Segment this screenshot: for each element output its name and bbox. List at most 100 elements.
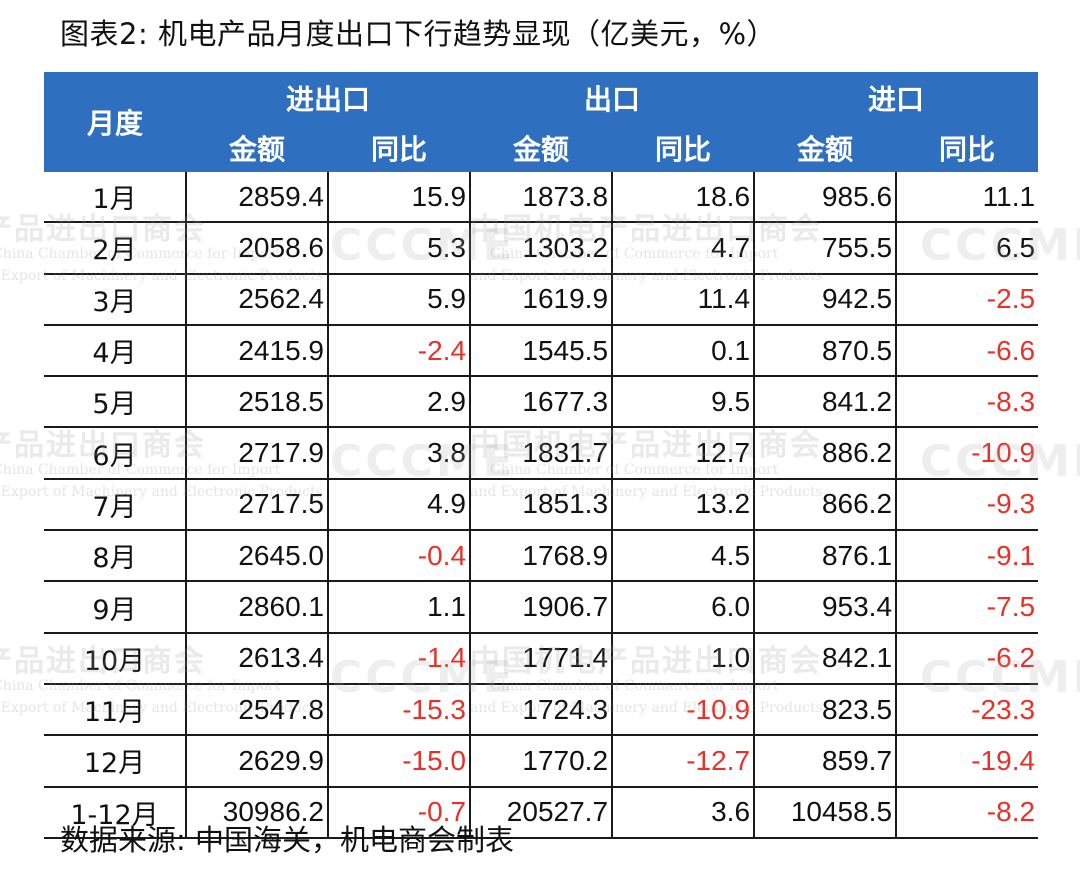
sub-header-import-yoy: 同比 xyxy=(896,124,1039,172)
month-cell: 7月 xyxy=(44,478,187,532)
amount-cell: 859.7 xyxy=(754,735,898,788)
amount-cell: 755.5 xyxy=(754,222,898,275)
table-row: 11月 2547.8 -15.3 1724.3 -10.9 823.5 -23.3 xyxy=(44,683,1039,737)
amount-cell: 1545.5 xyxy=(470,324,614,378)
amount-cell: 1851.3 xyxy=(470,478,614,532)
group-header-export: 出口 xyxy=(470,72,755,124)
month-cell: 1-12月 xyxy=(44,786,187,839)
table-row: 12月 2629.9 -15.0 1770.2 -12.7 859.7 -19.4 xyxy=(44,735,1039,788)
month-cell: 12月 xyxy=(44,735,187,788)
yoy-cell: 18.6 xyxy=(612,172,756,224)
amount-cell: 942.5 xyxy=(754,273,898,326)
group-header-total: 进出口 xyxy=(186,72,471,124)
table-row: 10月 2613.4 -1.4 1771.4 1.0 842.1 -6.2 xyxy=(44,632,1039,685)
yoy-cell: 15.9 xyxy=(328,172,472,224)
month-cell: 5月 xyxy=(44,376,187,429)
group-header-import: 进口 xyxy=(754,72,1039,124)
amount-cell: 842.1 xyxy=(754,632,898,685)
yoy-cell: -10.9 xyxy=(612,683,756,737)
amount-cell: 2562.4 xyxy=(186,273,329,326)
yoy-cell: 0.1 xyxy=(612,324,756,378)
amount-cell: 1770.2 xyxy=(470,735,614,788)
yoy-cell: -9.3 xyxy=(896,478,1039,532)
yoy-cell: -6.2 xyxy=(896,632,1039,685)
yoy-cell: 3.6 xyxy=(612,786,756,839)
yoy-cell: -23.3 xyxy=(896,683,1039,737)
yoy-cell: -15.3 xyxy=(328,683,472,737)
yoy-cell: -1.4 xyxy=(328,632,472,685)
table-row: 7月 2717.5 4.9 1851.3 13.2 866.2 -9.3 xyxy=(44,478,1039,532)
yoy-cell: -2.5 xyxy=(896,273,1039,326)
table-row: 9月 2860.1 1.1 1906.7 6.0 953.4 -7.5 xyxy=(44,581,1039,634)
yoy-cell: 2.9 xyxy=(328,376,472,429)
amount-cell: 886.2 xyxy=(754,427,898,480)
amount-cell: 1677.3 xyxy=(470,376,614,429)
amount-cell: 1771.4 xyxy=(470,632,614,685)
amount-cell: 10458.5 xyxy=(754,786,898,839)
amount-cell: 20527.7 xyxy=(470,786,614,839)
table-header: 月度 进出口 出口 进口 金额 同比 金额 同比 金额 同比 xyxy=(44,72,1039,172)
table-row: 1月 2859.4 15.9 1873.8 18.6 985.6 11.1 xyxy=(44,172,1039,224)
amount-cell: 2518.5 xyxy=(186,376,329,429)
amount-cell: 2613.4 xyxy=(186,632,329,685)
yoy-cell: 13.2 xyxy=(612,478,756,532)
yoy-cell: -10.9 xyxy=(896,427,1039,480)
yoy-cell: 4.7 xyxy=(612,222,756,275)
amount-cell: 1831.7 xyxy=(470,427,614,480)
table-row: 4月 2415.9 -2.4 1545.5 0.1 870.5 -6.6 xyxy=(44,324,1039,378)
yoy-cell: 5.9 xyxy=(328,273,472,326)
amount-cell: 2415.9 xyxy=(186,324,329,378)
sub-header-export-yoy: 同比 xyxy=(612,124,755,172)
amount-cell: 1303.2 xyxy=(470,222,614,275)
amount-cell: 2860.1 xyxy=(186,581,329,634)
source-note: 数据来源: 中国海关，机电商会制表 xyxy=(60,823,514,857)
yoy-cell: -12.7 xyxy=(612,735,756,788)
amount-cell: 870.5 xyxy=(754,324,898,378)
amount-cell: 866.2 xyxy=(754,478,898,532)
yoy-cell: 4.5 xyxy=(612,530,756,583)
page-title: 图表2: 机电产品月度出口下行趋势显现（亿美元，%） xyxy=(60,17,776,51)
amount-cell: 2717.9 xyxy=(186,427,329,480)
month-cell: 9月 xyxy=(44,581,187,634)
amount-cell: 823.5 xyxy=(754,683,898,737)
yoy-cell: -6.6 xyxy=(896,324,1039,378)
amount-cell: 2717.5 xyxy=(186,478,329,532)
month-cell: 11月 xyxy=(44,683,187,737)
yoy-cell: -2.4 xyxy=(328,324,472,378)
amount-cell: 2629.9 xyxy=(186,735,329,788)
yoy-cell: -7.5 xyxy=(896,581,1039,634)
yoy-cell: -8.3 xyxy=(896,376,1039,429)
yoy-cell: 5.3 xyxy=(328,222,472,275)
yoy-cell: 11.4 xyxy=(612,273,756,326)
table-row: 5月 2518.5 2.9 1677.3 9.5 841.2 -8.3 xyxy=(44,376,1039,429)
amount-cell: 985.6 xyxy=(754,172,898,224)
yoy-cell: 1.0 xyxy=(612,632,756,685)
amount-cell: 2645.0 xyxy=(186,530,329,583)
month-cell: 10月 xyxy=(44,632,187,685)
yoy-cell: 6.0 xyxy=(612,581,756,634)
amount-cell: 2859.4 xyxy=(186,172,329,224)
amount-cell: 1768.9 xyxy=(470,530,614,583)
amount-cell: 1873.8 xyxy=(470,172,614,224)
amount-cell: 841.2 xyxy=(754,376,898,429)
amount-cell: 30986.2 xyxy=(186,786,329,839)
yoy-cell: -19.4 xyxy=(896,735,1039,788)
amount-cell: 876.1 xyxy=(754,530,898,583)
sub-header-total-yoy: 同比 xyxy=(328,124,471,172)
month-cell: 3月 xyxy=(44,273,187,326)
yoy-cell: 11.1 xyxy=(896,172,1039,224)
yoy-cell: 4.9 xyxy=(328,478,472,532)
yoy-cell: -15.0 xyxy=(328,735,472,788)
yoy-cell: 3.8 xyxy=(328,427,472,480)
month-cell: 8月 xyxy=(44,530,187,583)
sub-header-total-amount: 金额 xyxy=(186,124,328,172)
amount-cell: 1619.9 xyxy=(470,273,614,326)
sub-header-export-amount: 金额 xyxy=(470,124,613,172)
yoy-cell: -0.4 xyxy=(328,530,472,583)
yoy-cell: 12.7 xyxy=(612,427,756,480)
data-table: 月度 进出口 出口 进口 金额 同比 金额 同比 金额 同比 1月 2859.4 1… xyxy=(44,72,1039,839)
sub-header-import-amount: 金额 xyxy=(754,124,897,172)
month-header: 月度 xyxy=(44,72,186,172)
month-cell: 2月 xyxy=(44,222,187,275)
yoy-cell: 1.1 xyxy=(328,581,472,634)
